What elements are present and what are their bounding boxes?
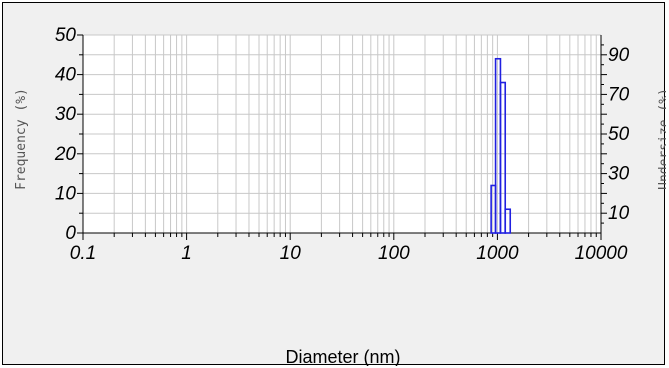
y-tick-label: 30 bbox=[55, 104, 77, 125]
grid-lines bbox=[82, 34, 602, 234]
x-axis-title: Diameter (nm) bbox=[285, 347, 400, 366]
x-tick-label: 1000 bbox=[476, 243, 519, 264]
y-tick-label: 50 bbox=[55, 25, 77, 46]
x-tick-label: 0.1 bbox=[70, 243, 96, 264]
x-tick-label: 100 bbox=[378, 243, 410, 264]
y2-axis-title: Undersize (%) bbox=[657, 88, 666, 190]
bars bbox=[490, 57, 512, 234]
y2-tick-label: 10 bbox=[608, 203, 630, 224]
y-tick-label: 0 bbox=[65, 223, 76, 244]
x-tick-label: 1 bbox=[181, 243, 192, 264]
y2-tick-label: 90 bbox=[608, 45, 630, 66]
histogram-bar bbox=[499, 81, 507, 234]
tick-labels: 0 10 20 30 40 50 10 30 50 70 90 0.1 1 10 100 1000 10000 bbox=[54, 25, 630, 264]
y2-tick-label: 70 bbox=[608, 84, 630, 105]
y-axis-title: Frequency (%) bbox=[14, 88, 29, 190]
x-tick-label: 10000 bbox=[575, 243, 628, 264]
x-tick-label: 10 bbox=[280, 243, 302, 264]
y-tick-label: 20 bbox=[54, 144, 77, 165]
y2-tick-label: 50 bbox=[608, 124, 630, 145]
y-tick-label: 40 bbox=[55, 65, 77, 86]
y-tick-label: 10 bbox=[55, 183, 77, 204]
axes bbox=[77, 34, 607, 240]
histogram-bar bbox=[504, 208, 512, 234]
y2-tick-label: 30 bbox=[608, 164, 630, 185]
